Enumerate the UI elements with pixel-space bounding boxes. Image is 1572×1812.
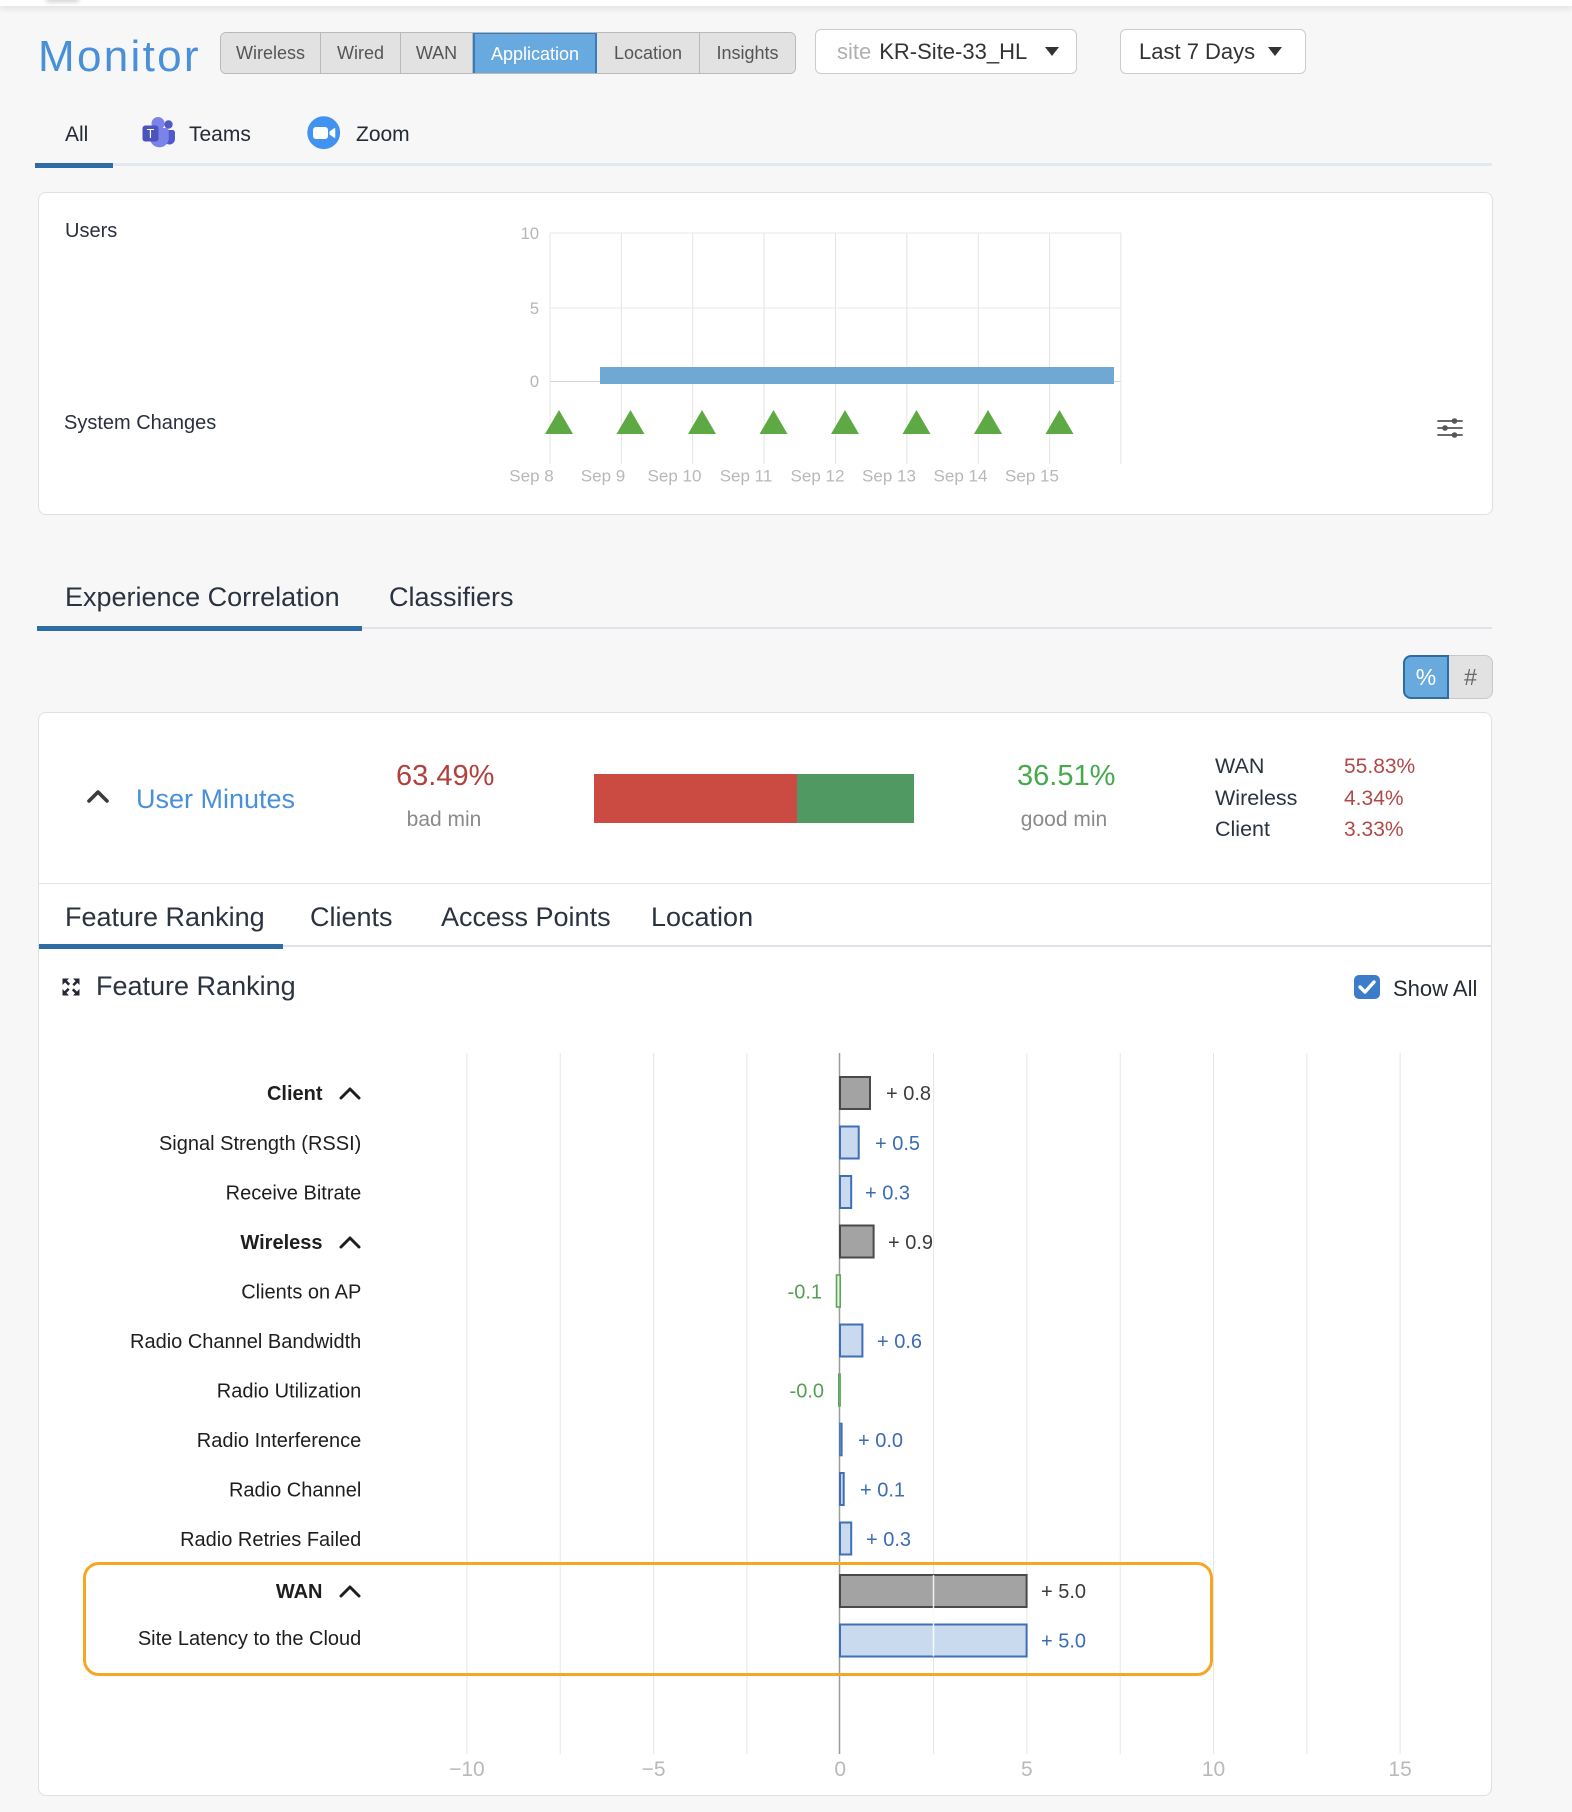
svg-text:−5: −5 (642, 1758, 666, 1781)
svg-text:+ 0.0: + 0.0 (858, 1430, 903, 1452)
svg-text:Sep 12: Sep 12 (791, 467, 845, 486)
svg-text:+ 5.0: + 5.0 (1041, 1581, 1086, 1603)
svg-text:Receive Bitrate: Receive Bitrate (226, 1183, 362, 1205)
svg-text:Radio Retries Failed: Radio Retries Failed (180, 1529, 361, 1551)
svg-text:Sep 15: Sep 15 (1005, 467, 1059, 486)
svg-text:Radio Channel: Radio Channel (229, 1480, 361, 1502)
svg-text:+ 0.5: + 0.5 (875, 1133, 920, 1155)
svg-text:Sep 14: Sep 14 (934, 467, 988, 486)
svg-text:T: T (147, 127, 155, 141)
svg-text:10: 10 (1202, 1758, 1225, 1781)
svg-text:0: 0 (834, 1758, 846, 1781)
svg-text:-0.1: -0.1 (788, 1282, 822, 1304)
svg-text:Signal Strength (RSSI): Signal Strength (RSSI) (159, 1133, 361, 1155)
svg-text:+ 5.0: + 5.0 (1041, 1631, 1086, 1653)
svg-text:Radio Interference: Radio Interference (197, 1430, 362, 1452)
svg-text:5: 5 (530, 300, 539, 318)
svg-text:Wireless: Wireless (240, 1232, 322, 1254)
svg-text:+ 0.3: + 0.3 (866, 1529, 911, 1551)
svg-text:Sep 11: Sep 11 (720, 467, 773, 486)
svg-text:+ 0.3: + 0.3 (865, 1183, 910, 1205)
svg-text:+ 0.9: + 0.9 (888, 1232, 933, 1254)
svg-text:15: 15 (1388, 1758, 1411, 1781)
svg-text:−10: −10 (449, 1758, 485, 1781)
svg-text:Sep 13: Sep 13 (862, 467, 916, 486)
svg-text:WAN: WAN (276, 1581, 323, 1603)
svg-text:Sep 10: Sep 10 (648, 467, 702, 486)
svg-text:-0.0: -0.0 (790, 1381, 824, 1403)
svg-text:Sep 8: Sep 8 (509, 467, 553, 486)
svg-text:Radio Utilization: Radio Utilization (217, 1381, 362, 1403)
svg-text:Client: Client (267, 1083, 323, 1105)
svg-text:Radio Channel Bandwidth: Radio Channel Bandwidth (130, 1331, 361, 1353)
svg-text:+ 0.6: + 0.6 (877, 1331, 922, 1353)
svg-text:0: 0 (530, 373, 539, 391)
svg-text:Sep 9: Sep 9 (581, 467, 625, 486)
svg-text:+ 0.1: + 0.1 (860, 1480, 905, 1502)
svg-text:Site Latency to the Cloud: Site Latency to the Cloud (138, 1628, 361, 1650)
svg-text:Clients on AP: Clients on AP (241, 1282, 361, 1304)
svg-text:5: 5 (1021, 1758, 1033, 1781)
svg-text:+ 0.8: + 0.8 (886, 1083, 931, 1105)
svg-text:10: 10 (521, 225, 539, 243)
